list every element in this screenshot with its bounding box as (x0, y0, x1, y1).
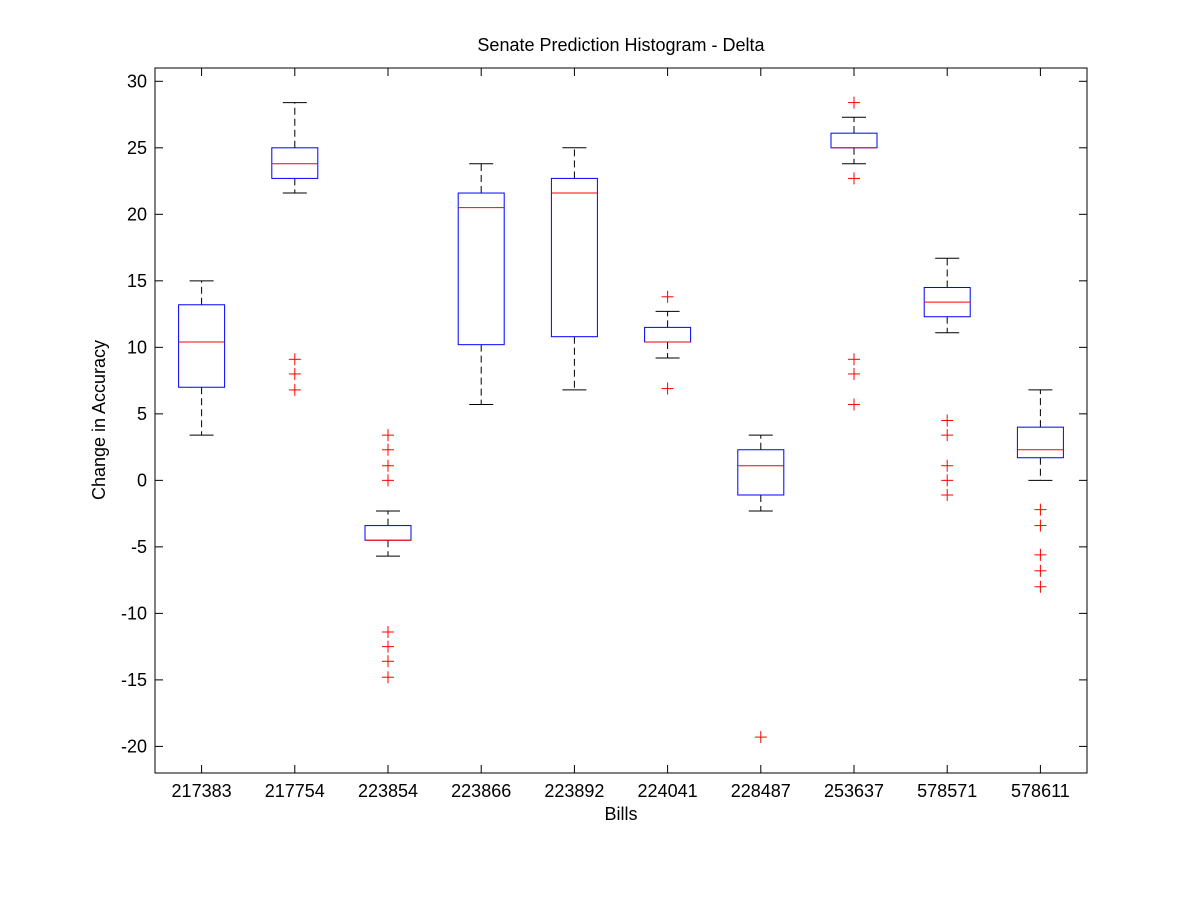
box-group-224041 (644, 290, 692, 395)
axes-frame (154, 67, 1088, 774)
outlier-marker (382, 429, 394, 442)
y-tick-label: -15 (121, 670, 147, 690)
y-tick-label: 30 (127, 71, 147, 91)
outlier-marker (382, 671, 394, 684)
outlier-marker (754, 731, 767, 744)
y-tick-label: 5 (137, 404, 147, 424)
box-group-223866 (457, 163, 505, 406)
x-tick-label: 578611 (1011, 781, 1070, 801)
box-group-223854 (364, 429, 412, 684)
x-tick-label: 253637 (824, 781, 884, 801)
plot-area (155, 68, 1087, 773)
x-tick-label: 217754 (265, 781, 325, 801)
box-group-253637 (830, 96, 878, 411)
x-tick-label: 224041 (638, 781, 698, 801)
y-tick-label: 10 (127, 337, 147, 357)
outlier-marker (848, 353, 860, 366)
outlier-marker (941, 459, 954, 472)
outlier-marker (382, 640, 394, 653)
x-tick-label: 223892 (544, 781, 604, 801)
x-tick-label: 228487 (731, 781, 791, 801)
chart-title: Senate Prediction Histogram - Delta (477, 35, 765, 55)
box-group-578571 (923, 257, 971, 501)
x-axis-label: Bills (604, 804, 637, 824)
outlier-marker (1034, 580, 1047, 593)
y-tick-label: 15 (127, 271, 147, 291)
x-tick-label: 578571 (917, 781, 977, 801)
box-group-223892 (550, 147, 598, 391)
box-group-228487 (737, 434, 785, 744)
outlier-marker (288, 367, 301, 380)
outlier-marker (382, 459, 394, 472)
outlier-marker (288, 353, 301, 366)
y-tick-label: 20 (127, 204, 147, 224)
boxes-layer (178, 96, 1064, 744)
outlier-marker (848, 96, 860, 109)
box (1016, 426, 1064, 459)
box (550, 177, 598, 338)
outlier-marker (382, 655, 394, 668)
outlier-marker (1034, 519, 1047, 532)
outlier-marker (382, 474, 394, 487)
outlier-marker (848, 367, 860, 380)
outlier-marker (1034, 564, 1047, 577)
x-tick-label: 217383 (172, 781, 232, 801)
outlier-marker (941, 474, 954, 487)
box-group-578611 (1016, 389, 1064, 593)
y-tick-label: 0 (137, 470, 147, 490)
box (737, 449, 785, 496)
outlier-marker (941, 414, 954, 427)
outlier-marker (288, 383, 301, 396)
outlier-marker (382, 443, 394, 456)
x-tick-label: 223866 (451, 781, 511, 801)
outlier-marker (382, 626, 394, 638)
outlier-marker (1034, 503, 1047, 516)
y-tick-label: -20 (121, 736, 147, 756)
axes-layer: -20 -15 -10 -5 0 5 10 15 20 25 30 217383 217754 22385… (121, 67, 1088, 801)
outlier-marker (941, 488, 954, 501)
x-tick-label: 223854 (358, 781, 418, 801)
box (457, 192, 505, 346)
box (271, 147, 319, 179)
outlier-marker (1034, 548, 1047, 561)
y-tick-label: -10 (121, 603, 147, 623)
y-tick-label: 25 (127, 138, 147, 158)
box-group-217383 (178, 280, 226, 436)
outlier-marker (848, 398, 860, 411)
box (178, 304, 226, 388)
outlier-marker (661, 382, 674, 395)
outlier-marker (661, 290, 674, 303)
box-group-217754 (271, 102, 319, 396)
outlier-marker (941, 429, 954, 442)
y-tick-label: -5 (131, 537, 147, 557)
outlier-marker (848, 172, 860, 185)
y-axis-label: Change in Accuracy (89, 340, 109, 500)
